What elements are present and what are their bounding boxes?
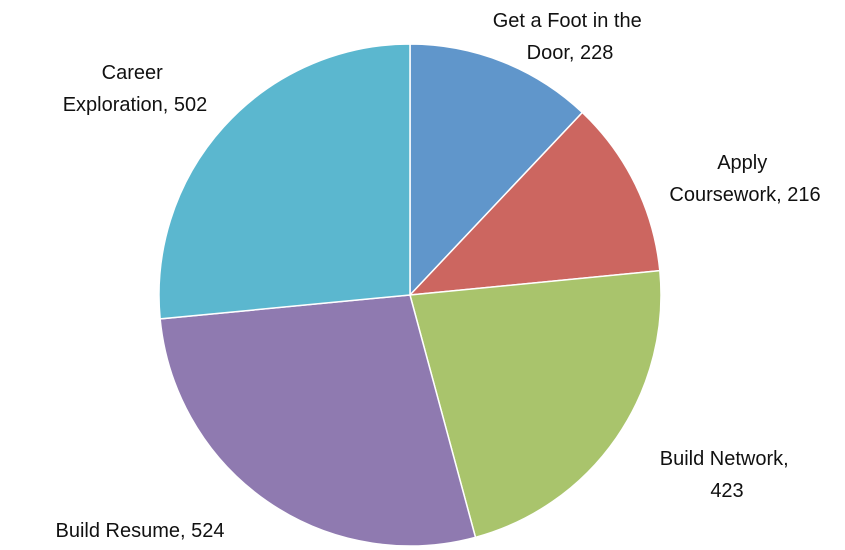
label-line: Exploration, 502 (63, 94, 208, 116)
label-line: Career (102, 62, 169, 84)
pie-slice (408, 111, 661, 296)
label-line: Get a Foot in the (493, 10, 648, 32)
label-line: Door, 228 (527, 42, 614, 64)
data-label: Build Network, 423 (660, 448, 795, 502)
pie-slice (409, 43, 584, 297)
data-label: Build Resume, 524 (56, 520, 225, 542)
label-line: Build Resume, 524 (56, 520, 225, 542)
pie-slice (409, 269, 662, 539)
pie-slice (158, 43, 411, 320)
data-label: Career Exploration, 502 (63, 62, 208, 116)
label-line: 423 (710, 480, 743, 502)
label-line: Apply (717, 152, 773, 174)
label-line: Build Network, (660, 448, 795, 470)
data-label: Get a Foot in the Door, 228 (493, 10, 648, 64)
data-label: Apply Coursework, 216 (669, 152, 820, 206)
pie-slice (159, 294, 477, 547)
label-line: Coursework, 216 (669, 184, 820, 206)
